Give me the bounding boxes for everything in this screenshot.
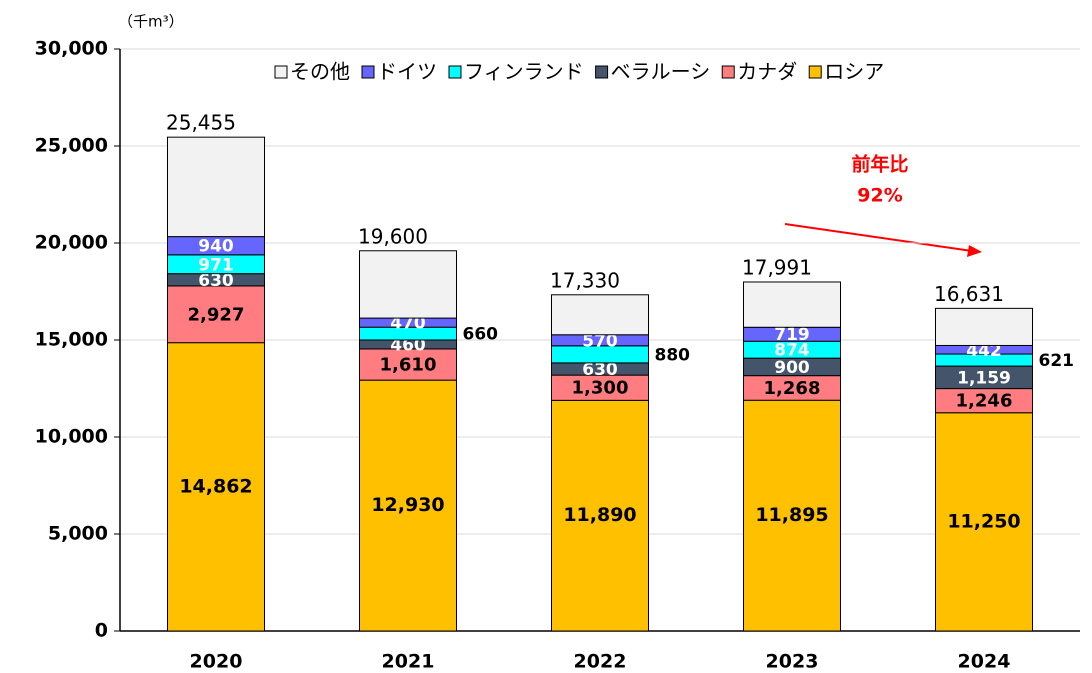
data-label: 11,895 xyxy=(755,504,828,526)
total-label: 17,991 xyxy=(742,255,812,279)
bar-segment xyxy=(167,285,265,344)
legend-swatch xyxy=(595,65,609,79)
total-label: 19,600 xyxy=(358,224,428,248)
x-tick-label: 2020 xyxy=(190,651,243,673)
x-tick-label: 2021 xyxy=(382,651,435,673)
x-tick-label: 2023 xyxy=(766,651,819,673)
legend-label: カナダ xyxy=(737,60,797,84)
data-label: 719 xyxy=(774,325,810,345)
total-label: 16,631 xyxy=(934,282,1004,306)
y-tick-label: 15,000 xyxy=(35,329,108,351)
y-tick-label: 10,000 xyxy=(35,426,108,448)
legend-label: ベラルーシ xyxy=(611,60,711,84)
bar-segment xyxy=(935,307,1033,346)
y-tick-label: 0 xyxy=(95,620,108,642)
data-label: 1,246 xyxy=(956,391,1013,412)
total-label: 17,330 xyxy=(550,268,620,292)
data-label: 1,610 xyxy=(380,355,437,376)
bar-segment xyxy=(359,250,457,319)
legend-label: ドイツ xyxy=(377,60,437,84)
bar-segment xyxy=(167,136,265,238)
data-label: 12,930 xyxy=(371,494,444,516)
data-label: 621 xyxy=(1039,351,1075,371)
data-label: 1,268 xyxy=(764,378,821,399)
legend-swatch xyxy=(721,65,735,79)
legend-label: その他 xyxy=(290,60,350,84)
bar-segment xyxy=(935,388,1033,414)
annotation: 前年比 xyxy=(851,153,908,176)
bar-segment xyxy=(551,399,649,632)
unit-label: （千m³） xyxy=(118,13,184,31)
legend-swatch xyxy=(448,65,462,79)
data-label: 570 xyxy=(582,331,618,351)
data-label: 660 xyxy=(463,325,499,345)
legend-swatch xyxy=(808,65,822,79)
legend-label: ロシア xyxy=(824,60,884,84)
bar-segment xyxy=(743,281,841,328)
data-label: 470 xyxy=(390,314,426,334)
bar-segment xyxy=(935,412,1033,632)
bar-segment xyxy=(743,375,841,401)
data-label: 900 xyxy=(774,358,810,378)
y-tick-label: 30,000 xyxy=(35,38,108,60)
total-label: 25,455 xyxy=(166,111,236,135)
y-tick-label: 25,000 xyxy=(35,135,108,157)
annotation-arrow xyxy=(784,223,973,252)
bar-segment xyxy=(551,294,649,336)
y-tick-label: 20,000 xyxy=(35,232,108,254)
data-label: 940 xyxy=(198,237,234,257)
legend-label: フィンランド xyxy=(464,60,584,84)
data-label: 971 xyxy=(198,255,234,275)
bar-segment xyxy=(551,374,649,401)
x-tick-label: 2022 xyxy=(574,651,627,673)
bar-segment xyxy=(359,379,457,632)
bar-segment xyxy=(359,348,457,381)
data-label: 1,300 xyxy=(572,378,629,399)
data-label: 11,890 xyxy=(563,504,636,526)
annotation-arrowhead xyxy=(967,245,982,257)
y-tick-label: 5,000 xyxy=(48,523,108,545)
annotation: 92% xyxy=(857,185,902,207)
data-label: 2,927 xyxy=(188,304,245,325)
data-label: 11,250 xyxy=(947,510,1020,532)
bar-segment xyxy=(167,342,265,632)
data-label: 880 xyxy=(655,345,691,365)
data-label: 874 xyxy=(774,341,810,361)
x-tick-label: 2024 xyxy=(958,651,1011,673)
legend-swatch xyxy=(361,65,375,79)
data-label: 14,862 xyxy=(179,475,252,497)
data-label: 1,159 xyxy=(957,368,1011,388)
data-label: 630 xyxy=(582,360,618,380)
legend-swatch xyxy=(274,65,288,79)
bar-segment xyxy=(743,399,841,632)
data-label: 630 xyxy=(198,271,234,291)
